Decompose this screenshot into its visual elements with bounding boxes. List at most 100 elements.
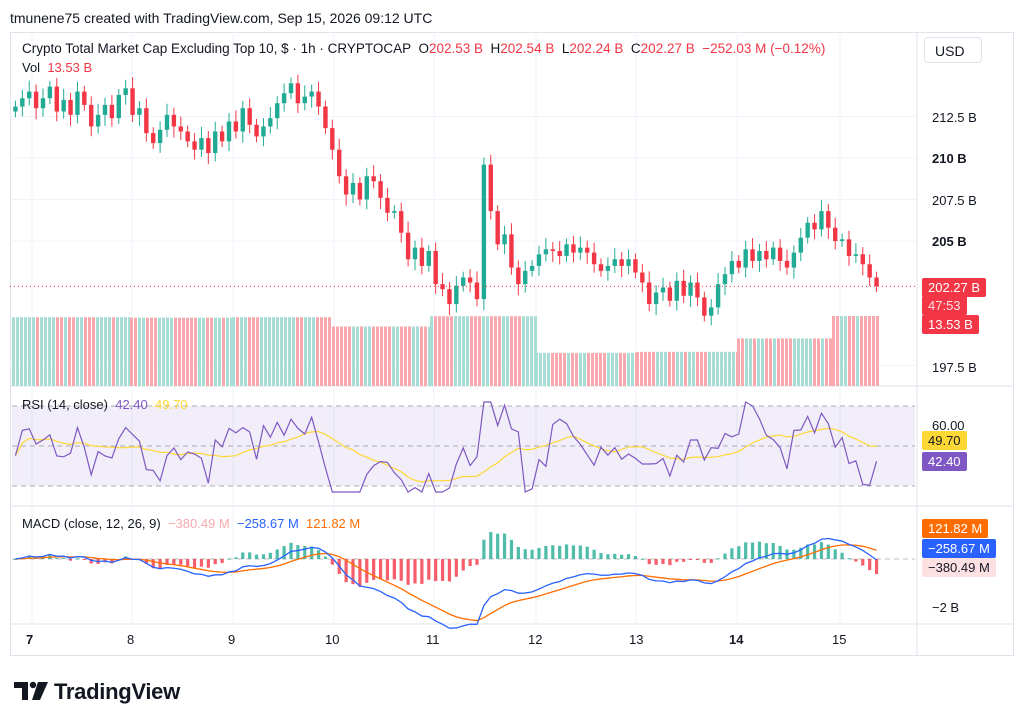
volume-bar [96,317,99,386]
volume-bar [623,352,626,386]
volume-bar [352,326,355,386]
macd-histogram-bar [854,559,858,562]
volume-bar [52,317,55,386]
macd-histogram-bar [447,559,452,582]
candle-body [619,259,624,266]
macd-histogram-bar [406,559,410,585]
candle-body [47,86,53,99]
price-label-207-5: 207.5 B [932,193,977,208]
macd-axis-label: −2 B [932,600,960,615]
volume-bar [182,317,185,386]
volume-bar [732,351,735,386]
volume-bar [769,338,772,386]
candle-body [633,259,638,273]
volume-bar [320,317,323,386]
volume-bar [737,338,740,386]
candle-body [557,250,562,256]
volume-bar [840,316,843,386]
volume-bar [872,316,875,386]
macd-histogram-bar [868,559,872,571]
tradingview-logo-text: TradingView [54,679,180,704]
volume-value: 13.53 B [47,60,93,75]
volume-bar [478,316,481,386]
macd-histogram-bar [392,559,396,580]
volume-bar [324,317,327,386]
volume-bar [466,316,469,386]
macd-histogram-bar [454,559,458,577]
volume-bar [813,338,816,386]
volume-bar [644,351,647,386]
candle-body [364,176,369,200]
volume-bar [340,326,343,386]
volume-bar [692,351,695,386]
macd-histogram-bar [413,559,417,584]
volume-bar [773,338,776,386]
open-label: O [418,41,429,56]
volume-bar [416,326,419,386]
macd-histogram-bar [709,559,713,563]
rsi-ma-line [14,427,877,483]
macd-histogram-bar [695,559,700,560]
volume-bar [388,326,391,386]
volume-bar [194,317,197,386]
candle-body [819,211,824,230]
macd-histogram-bar [62,558,66,560]
volume-bar [20,317,23,386]
volume-legend[interactable]: Vol 13.53 B [22,60,92,75]
volume-tag: 13.53 B [922,315,979,334]
volume-bar [16,317,19,386]
volume-bar [130,317,133,386]
candle-body [640,272,645,283]
volume-bar [470,316,473,386]
macd-histogram-bar [89,559,93,564]
volume-bar [741,338,744,386]
candle-body [860,254,865,265]
macd-histogram-bar [799,547,803,559]
volume-bar [844,316,847,386]
volume-bar [648,351,651,386]
macd-histogram-bar [771,542,775,559]
macd-histogram-bar [192,559,197,569]
volume-bar [364,326,367,386]
candle-body [233,121,239,132]
rsi-line [14,401,878,493]
macd-histogram-bar [365,559,369,583]
volume-bar [60,317,63,386]
volume-bar [124,317,127,386]
candle-body [481,164,487,300]
candle-body [261,126,266,137]
candle-body [199,138,204,150]
currency-button[interactable]: USD [924,37,982,63]
volume-bar [272,317,275,386]
candle-body [102,104,108,115]
macd-legend[interactable]: MACD (close, 12, 26, 9) −380.49 M −258.6… [22,516,360,531]
candle-body [40,98,46,109]
volume-bar [494,316,497,386]
volume-bar [198,317,201,386]
rsi-legend[interactable]: RSI (14, close) 42.40 49.70 [22,397,188,412]
volume-bar [296,317,299,386]
volume-bar [498,316,501,386]
macd-histogram-bar [296,545,300,559]
volume-bar [817,338,820,386]
macd-histogram-bar [792,549,796,559]
symbol-legend[interactable]: Crypto Total Market Cap Excluding Top 10… [22,41,825,56]
candle-body [357,182,363,200]
volume-bar [380,326,383,386]
volume-bar [348,326,351,386]
candle-body [798,237,803,253]
volume-bar [146,317,149,386]
candle-body [791,252,797,268]
volume-bar [142,317,145,386]
volume-bar [218,317,221,386]
macd-histogram-bar [633,556,638,559]
volume-bar [64,317,67,386]
candle-body [674,280,679,301]
volume-bar [832,316,835,386]
volume-bar [174,317,177,386]
volume-bar [434,316,437,386]
macd-histogram-bar [558,545,562,559]
macd-histogram-bar [750,542,755,559]
macd-histogram-bar [578,545,582,559]
